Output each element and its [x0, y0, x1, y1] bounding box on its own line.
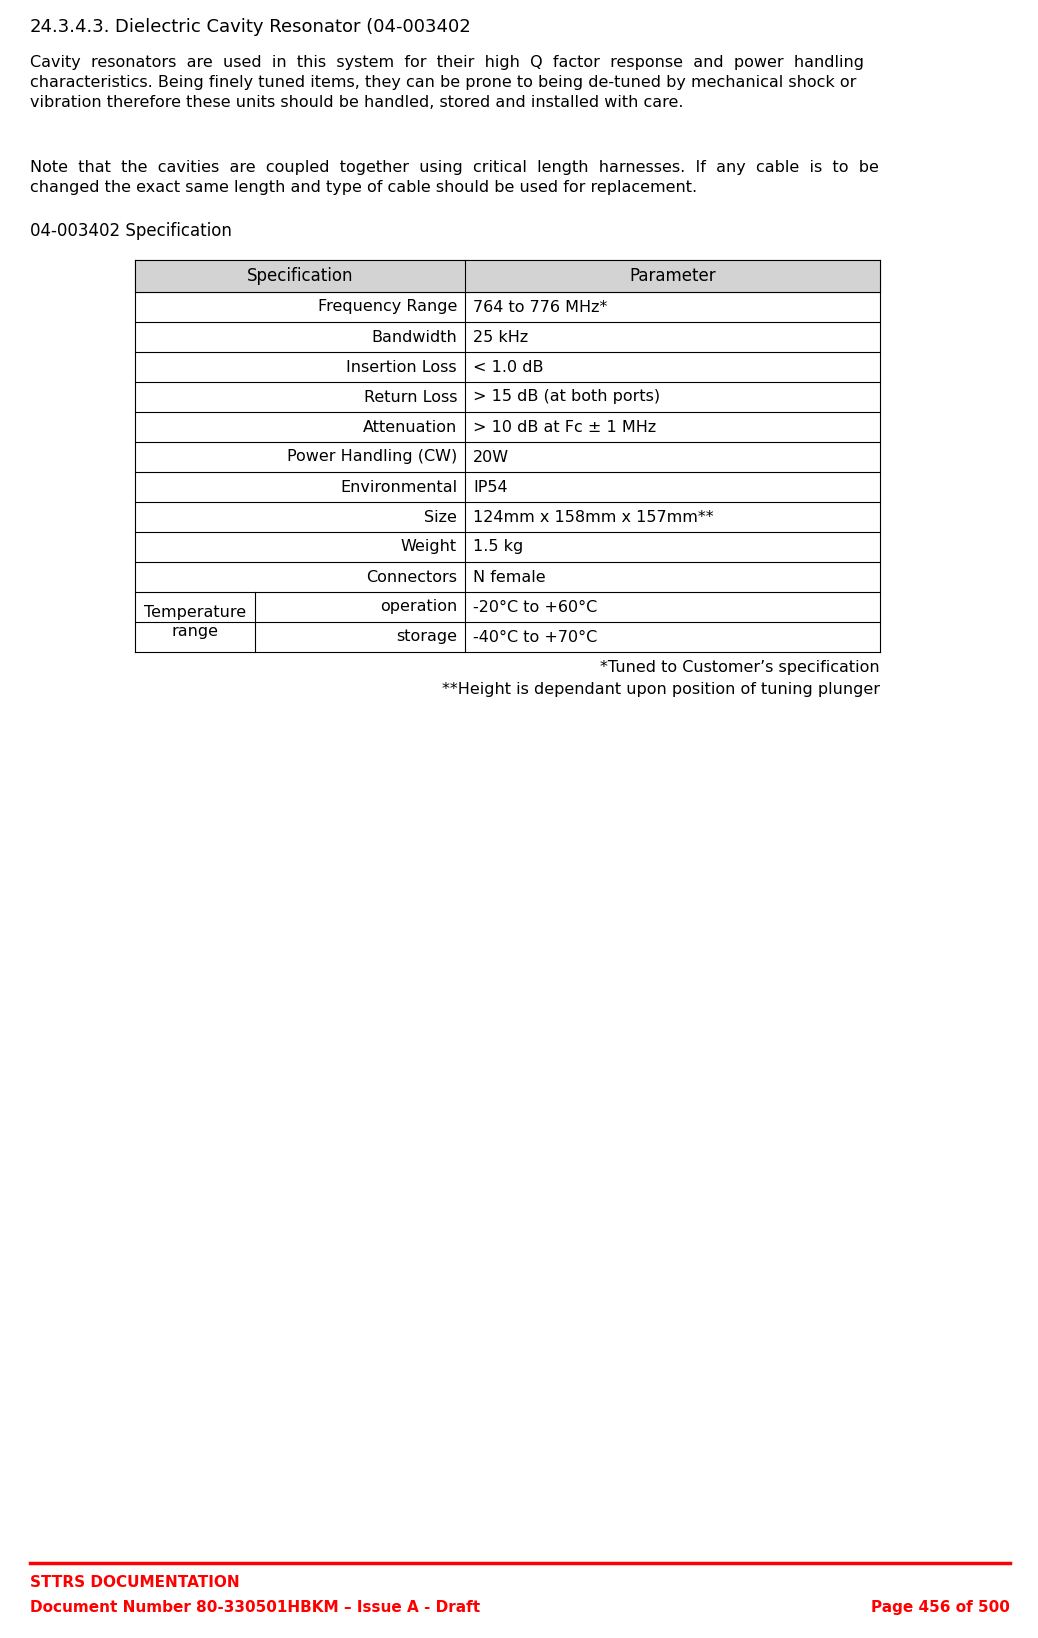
Text: N female: N female [473, 570, 546, 585]
Text: 124mm x 158mm x 157mm**: 124mm x 158mm x 157mm** [473, 509, 714, 524]
Text: > 15 dB (at both ports): > 15 dB (at both ports) [473, 390, 660, 405]
Text: Size: Size [425, 509, 457, 524]
Text: 24.3.4.3.: 24.3.4.3. [30, 18, 110, 36]
Text: Return Loss: Return Loss [363, 390, 457, 405]
Text: 764 to 776 MHz*: 764 to 776 MHz* [473, 300, 607, 314]
Text: IP54: IP54 [473, 480, 508, 495]
Text: **Height is dependant upon position of tuning plunger: **Height is dependant upon position of t… [442, 681, 880, 698]
Text: Environmental: Environmental [339, 480, 457, 495]
Text: Frequency Range: Frequency Range [318, 300, 457, 314]
Text: 25 kHz: 25 kHz [473, 329, 528, 344]
Text: storage: storage [397, 629, 457, 644]
Text: *Tuned to Customer’s specification: *Tuned to Customer’s specification [600, 660, 880, 675]
Text: Temperature
range: Temperature range [144, 604, 246, 639]
Text: Connectors: Connectors [366, 570, 457, 585]
Text: STTRS DOCUMENTATION: STTRS DOCUMENTATION [30, 1576, 240, 1590]
Text: operation: operation [380, 600, 457, 614]
Text: Attenuation: Attenuation [362, 419, 457, 434]
Text: Parameter: Parameter [629, 267, 716, 285]
Text: Cavity  resonators  are  used  in  this  system  for  their  high  Q  factor  re: Cavity resonators are used in this syste… [30, 56, 864, 70]
Text: 20W: 20W [473, 449, 509, 465]
Text: Weight: Weight [401, 539, 457, 555]
Text: Page 456 of 500: Page 456 of 500 [871, 1600, 1010, 1615]
Text: Dielectric Cavity Resonator (04-003402: Dielectric Cavity Resonator (04-003402 [115, 18, 471, 36]
Text: -40°C to +70°C: -40°C to +70°C [473, 629, 597, 644]
Text: Power Handling (CW): Power Handling (CW) [286, 449, 457, 465]
Text: Insertion Loss: Insertion Loss [347, 359, 457, 375]
Text: < 1.0 dB: < 1.0 dB [473, 359, 544, 375]
Text: Bandwidth: Bandwidth [372, 329, 457, 344]
Text: Document Number 80-330501HBKM – Issue A - Draft: Document Number 80-330501HBKM – Issue A … [30, 1600, 481, 1615]
Text: 1.5 kg: 1.5 kg [473, 539, 523, 555]
Text: 04-003402 Specification: 04-003402 Specification [30, 223, 231, 241]
Text: Specification: Specification [247, 267, 353, 285]
Text: vibration therefore these units should be handled, stored and installed with car: vibration therefore these units should b… [30, 95, 683, 110]
Text: > 10 dB at Fc ± 1 MHz: > 10 dB at Fc ± 1 MHz [473, 419, 656, 434]
Text: changed the exact same length and type of cable should be used for replacement.: changed the exact same length and type o… [30, 180, 698, 195]
Text: -20°C to +60°C: -20°C to +60°C [473, 600, 597, 614]
Text: characteristics. Being finely tuned items, they can be prone to being de-tuned b: characteristics. Being finely tuned item… [30, 75, 856, 90]
Text: Note  that  the  cavities  are  coupled  together  using  critical  length  harn: Note that the cavities are coupled toget… [30, 161, 879, 175]
